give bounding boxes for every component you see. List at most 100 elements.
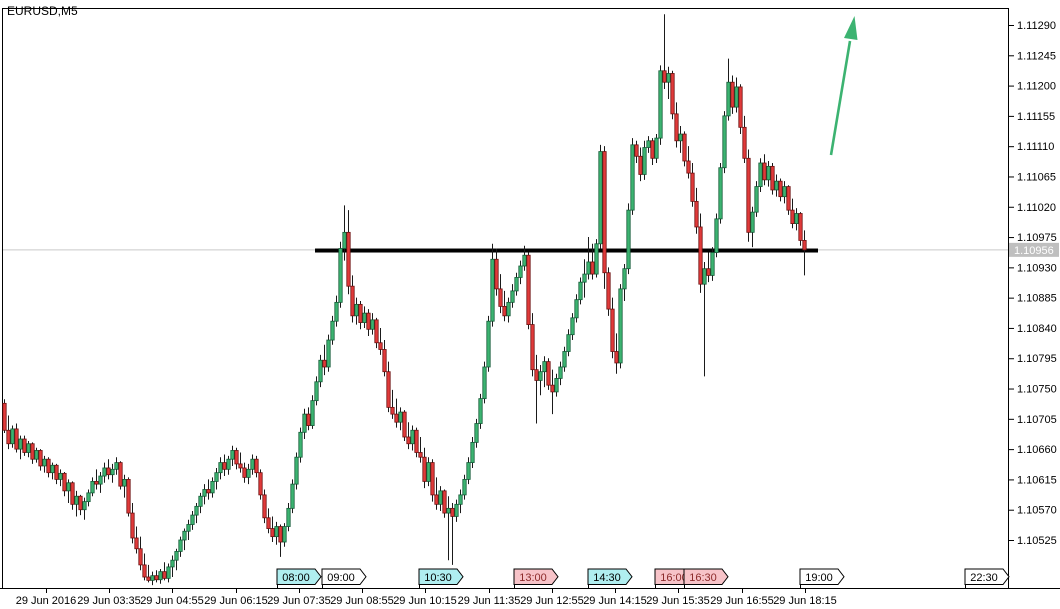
time-flag-shape (683, 568, 729, 585)
candle-body (714, 218, 719, 253)
candle-body (490, 258, 495, 322)
candle (514, 272, 519, 296)
candle (550, 369, 555, 415)
candle-body (742, 126, 747, 159)
time-flag[interactable]: 09:00 (321, 568, 367, 588)
candle (690, 163, 695, 207)
candle-body (586, 261, 591, 275)
time-flag[interactable]: 16:30 (683, 568, 729, 588)
candle (254, 455, 259, 478)
candle (346, 210, 351, 295)
up-arrow[interactable] (829, 16, 858, 156)
time-tick-label: 29 Jun 10:15 (393, 595, 457, 607)
candle-body (78, 495, 83, 511)
candle-body (530, 324, 535, 371)
candle-body (54, 464, 59, 480)
candle-body (350, 285, 355, 317)
candle (582, 259, 587, 298)
candle (670, 70, 675, 120)
candle-body (58, 472, 63, 480)
candle (250, 454, 255, 475)
symbol-timeframe-label: EURUSD,M5 (7, 4, 78, 18)
candle (394, 398, 399, 428)
candle (422, 447, 427, 489)
candle (558, 361, 563, 386)
price-axis: 1.11290 1.11245 1.11200 1.11155 1.11110 1.110… (1008, 8, 1059, 588)
candle-body (618, 288, 623, 364)
candle-body (458, 494, 463, 505)
candle (154, 570, 159, 583)
candle (370, 313, 375, 335)
time-flag-label: 13:00 (519, 572, 547, 584)
resistance-trendline[interactable] (315, 248, 818, 253)
candle (50, 462, 55, 480)
candle-body (698, 226, 703, 285)
candle (630, 138, 635, 215)
candle-body (434, 494, 439, 505)
price-tick-label: 1.11020 (1017, 202, 1056, 214)
time-flag[interactable]: 14:30 (587, 568, 633, 588)
candle-body (82, 501, 87, 511)
candle (418, 437, 423, 463)
candle-body (134, 537, 139, 550)
candle (778, 178, 783, 202)
candle-body (306, 413, 311, 426)
candle (430, 459, 435, 502)
candle-body (86, 492, 91, 503)
candle (34, 447, 39, 463)
candle-body (402, 411, 407, 438)
candle (246, 463, 251, 485)
time-tick-label: 29 Jun 15:35 (646, 595, 710, 607)
price-tick-label: 1.10570 (1017, 505, 1057, 517)
candle-body (330, 320, 335, 341)
candle (374, 317, 379, 349)
candle (114, 457, 119, 475)
candle (742, 115, 747, 164)
time-flag[interactable]: 22:30 (964, 568, 1010, 588)
candle (286, 502, 291, 532)
candle (282, 523, 287, 547)
candle (86, 489, 91, 507)
candle (502, 290, 507, 322)
time-flag[interactable]: 19:00 (799, 568, 845, 588)
price-tick-label: 1.11245 (1017, 50, 1056, 62)
candle-body (590, 261, 595, 275)
candle (62, 472, 67, 497)
candle (522, 245, 527, 271)
candle-body (310, 400, 315, 426)
candle (90, 477, 95, 497)
candle (278, 524, 283, 557)
candle-body (470, 441, 475, 463)
candle (486, 315, 491, 372)
candle (770, 163, 775, 195)
candle-body (382, 349, 387, 373)
candle-body (94, 481, 99, 485)
candle-body (22, 438, 27, 453)
candle-body (258, 472, 263, 496)
candle-body (702, 268, 707, 285)
candle-body (398, 411, 403, 423)
candle-body (710, 252, 715, 276)
candle (298, 427, 303, 463)
candle (6, 415, 11, 450)
candle-body (302, 413, 307, 433)
time-flag[interactable]: 13:00 (513, 568, 559, 588)
candle-body (242, 467, 247, 478)
candle-body (274, 526, 279, 538)
candle (398, 407, 403, 431)
candle-body (754, 186, 759, 213)
time-flag[interactable]: 10:30 (418, 568, 464, 588)
candle (614, 333, 619, 374)
candle (106, 459, 111, 480)
candle-body (598, 151, 603, 245)
time-flag[interactable]: 08:00 (276, 568, 322, 588)
candle-body (654, 137, 659, 159)
candle (174, 548, 179, 571)
candle-body (354, 303, 359, 317)
candle-body (146, 576, 151, 581)
candle-body (246, 468, 251, 478)
candle-body (574, 299, 579, 319)
candle-body (162, 571, 167, 579)
candle (586, 237, 591, 280)
